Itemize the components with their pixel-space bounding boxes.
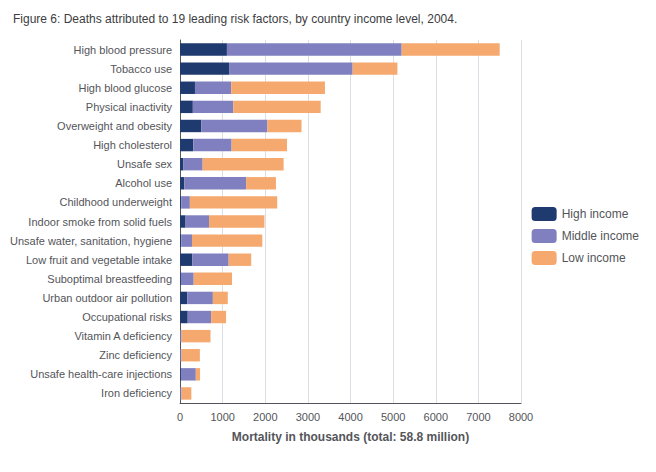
- svg-text:Iron deficiency: Iron deficiency: [101, 387, 172, 399]
- svg-text:0: 0: [177, 411, 183, 423]
- svg-text:Urban outdoor air pollution: Urban outdoor air pollution: [42, 292, 172, 304]
- svg-text:High cholesterol: High cholesterol: [93, 139, 172, 151]
- svg-text:Middle income: Middle income: [562, 229, 640, 243]
- svg-text:8000: 8000: [509, 411, 533, 423]
- svg-text:Physical inactivity: Physical inactivity: [86, 101, 173, 113]
- svg-text:Indoor smoke from solid fuels: Indoor smoke from solid fuels: [28, 216, 172, 228]
- svg-text:Figure 6: Deaths attributed to: Figure 6: Deaths attributed to 19 leadin…: [13, 12, 457, 26]
- svg-text:Mortality in thousands (total:: Mortality in thousands (total: 58.8 mill…: [232, 430, 469, 444]
- svg-text:Low income: Low income: [562, 251, 626, 265]
- svg-text:High blood glucose: High blood glucose: [78, 82, 172, 94]
- svg-text:Tobacco use: Tobacco use: [110, 63, 172, 75]
- svg-text:7000: 7000: [466, 411, 490, 423]
- svg-text:Vitamin A deficiency: Vitamin A deficiency: [74, 330, 172, 342]
- svg-text:Overweight and obesity: Overweight and obesity: [57, 120, 172, 132]
- svg-text:6000: 6000: [424, 411, 448, 423]
- svg-text:4000: 4000: [338, 411, 362, 423]
- svg-text:Occupational risks: Occupational risks: [82, 311, 172, 323]
- svg-text:Unsafe water, sanitation, hygi: Unsafe water, sanitation, hygiene: [10, 235, 172, 247]
- svg-text:Childhood underweight: Childhood underweight: [60, 196, 173, 208]
- svg-text:Suboptimal breastfeeding: Suboptimal breastfeeding: [47, 273, 172, 285]
- svg-text:Unsafe health-care injections: Unsafe health-care injections: [30, 368, 172, 380]
- svg-text:5000: 5000: [381, 411, 405, 423]
- svg-text:3000: 3000: [296, 411, 320, 423]
- svg-text:High income: High income: [562, 207, 629, 221]
- svg-text:1000: 1000: [210, 411, 234, 423]
- svg-text:Zinc deficiency: Zinc deficiency: [99, 349, 172, 361]
- svg-text:High blood pressure: High blood pressure: [74, 44, 172, 56]
- svg-text:2000: 2000: [253, 411, 277, 423]
- svg-text:Low fruit and vegetable intake: Low fruit and vegetable intake: [26, 254, 172, 266]
- svg-text:Unsafe sex: Unsafe sex: [117, 158, 173, 170]
- svg-text:Alcohol use: Alcohol use: [115, 177, 172, 189]
